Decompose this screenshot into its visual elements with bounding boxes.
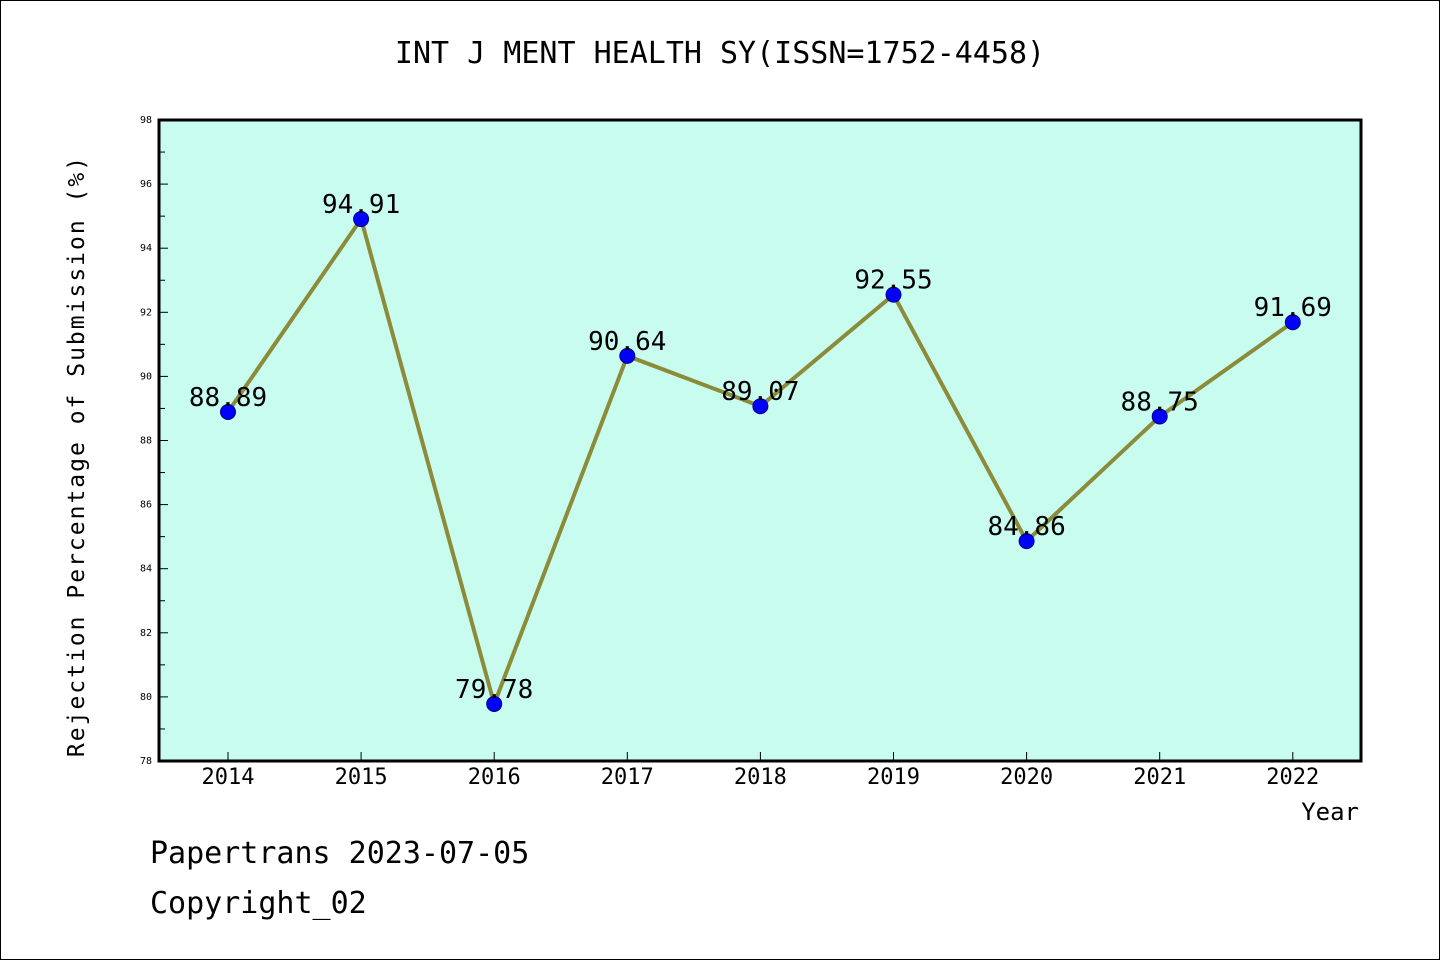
y-tick-label: 86 bbox=[140, 500, 152, 511]
x-tick-label: 2021 bbox=[1133, 765, 1186, 790]
x-tick-label: 2015 bbox=[335, 765, 388, 790]
data-label: 84.86 bbox=[987, 512, 1065, 542]
y-tick-label: 90 bbox=[140, 371, 152, 382]
data-label: 94.91 bbox=[322, 190, 400, 220]
y-tick-label: 98 bbox=[140, 115, 152, 126]
y-tick-label: 80 bbox=[140, 692, 152, 703]
y-axis: 78 80 82 84 86 88 90 92 94 96 98 bbox=[140, 115, 168, 767]
y-tick-label: 92 bbox=[140, 307, 152, 318]
x-tick-label: 2017 bbox=[601, 765, 654, 790]
y-tick-label: 84 bbox=[140, 564, 152, 575]
data-point bbox=[1284, 314, 1301, 331]
x-axis: 2014 2015 2016 2017 2018 2019 2020 2021 2022 bbox=[202, 752, 1319, 790]
y-tick-label: 96 bbox=[140, 179, 152, 190]
footer-copyright: Copyright_02 bbox=[150, 886, 367, 921]
y-tick-label: 88 bbox=[140, 436, 152, 447]
x-tick-label: 2022 bbox=[1266, 765, 1319, 790]
data-label: 89.07 bbox=[721, 377, 799, 407]
x-tick-label: 2020 bbox=[1000, 765, 1053, 790]
chart-title: INT J MENT HEALTH SY(ISSN=1752-4458) bbox=[394, 36, 1046, 71]
x-tick-label: 2019 bbox=[867, 765, 920, 790]
data-point bbox=[220, 403, 236, 420]
data-point bbox=[619, 347, 636, 364]
data-point bbox=[486, 695, 503, 712]
data-label: 88.75 bbox=[1121, 387, 1199, 417]
data-label: 92.55 bbox=[854, 266, 932, 296]
y-tick-label: 78 bbox=[140, 756, 152, 767]
data-point bbox=[1018, 533, 1035, 550]
x-tick-label: 2016 bbox=[468, 765, 521, 790]
data-point bbox=[353, 211, 370, 228]
y-tick-label: 82 bbox=[140, 628, 152, 639]
y-tick-label: 94 bbox=[140, 243, 152, 254]
data-label: 91.69 bbox=[1254, 293, 1332, 323]
footer-date: Papertrans 2023-07-05 bbox=[150, 836, 530, 871]
plot-area bbox=[157, 118, 1363, 763]
data-label: 79.78 bbox=[455, 675, 533, 705]
data-label: 90.64 bbox=[588, 327, 666, 357]
x-axis-label: Year bbox=[1301, 798, 1359, 826]
data-point bbox=[1151, 408, 1168, 425]
data-labels: 88.89 94.91 79.78 90.64 89.07 92.55 84.86 88.75… bbox=[189, 190, 1332, 705]
x-tick-label: 2018 bbox=[734, 765, 787, 790]
y-axis-label: Rejection Percentage of Submission (%) bbox=[64, 155, 90, 757]
data-point bbox=[752, 398, 769, 415]
data-label: 88.89 bbox=[189, 383, 267, 413]
data-point bbox=[885, 286, 902, 303]
x-tick-label: 2014 bbox=[202, 765, 255, 790]
series-layer bbox=[220, 211, 1301, 712]
